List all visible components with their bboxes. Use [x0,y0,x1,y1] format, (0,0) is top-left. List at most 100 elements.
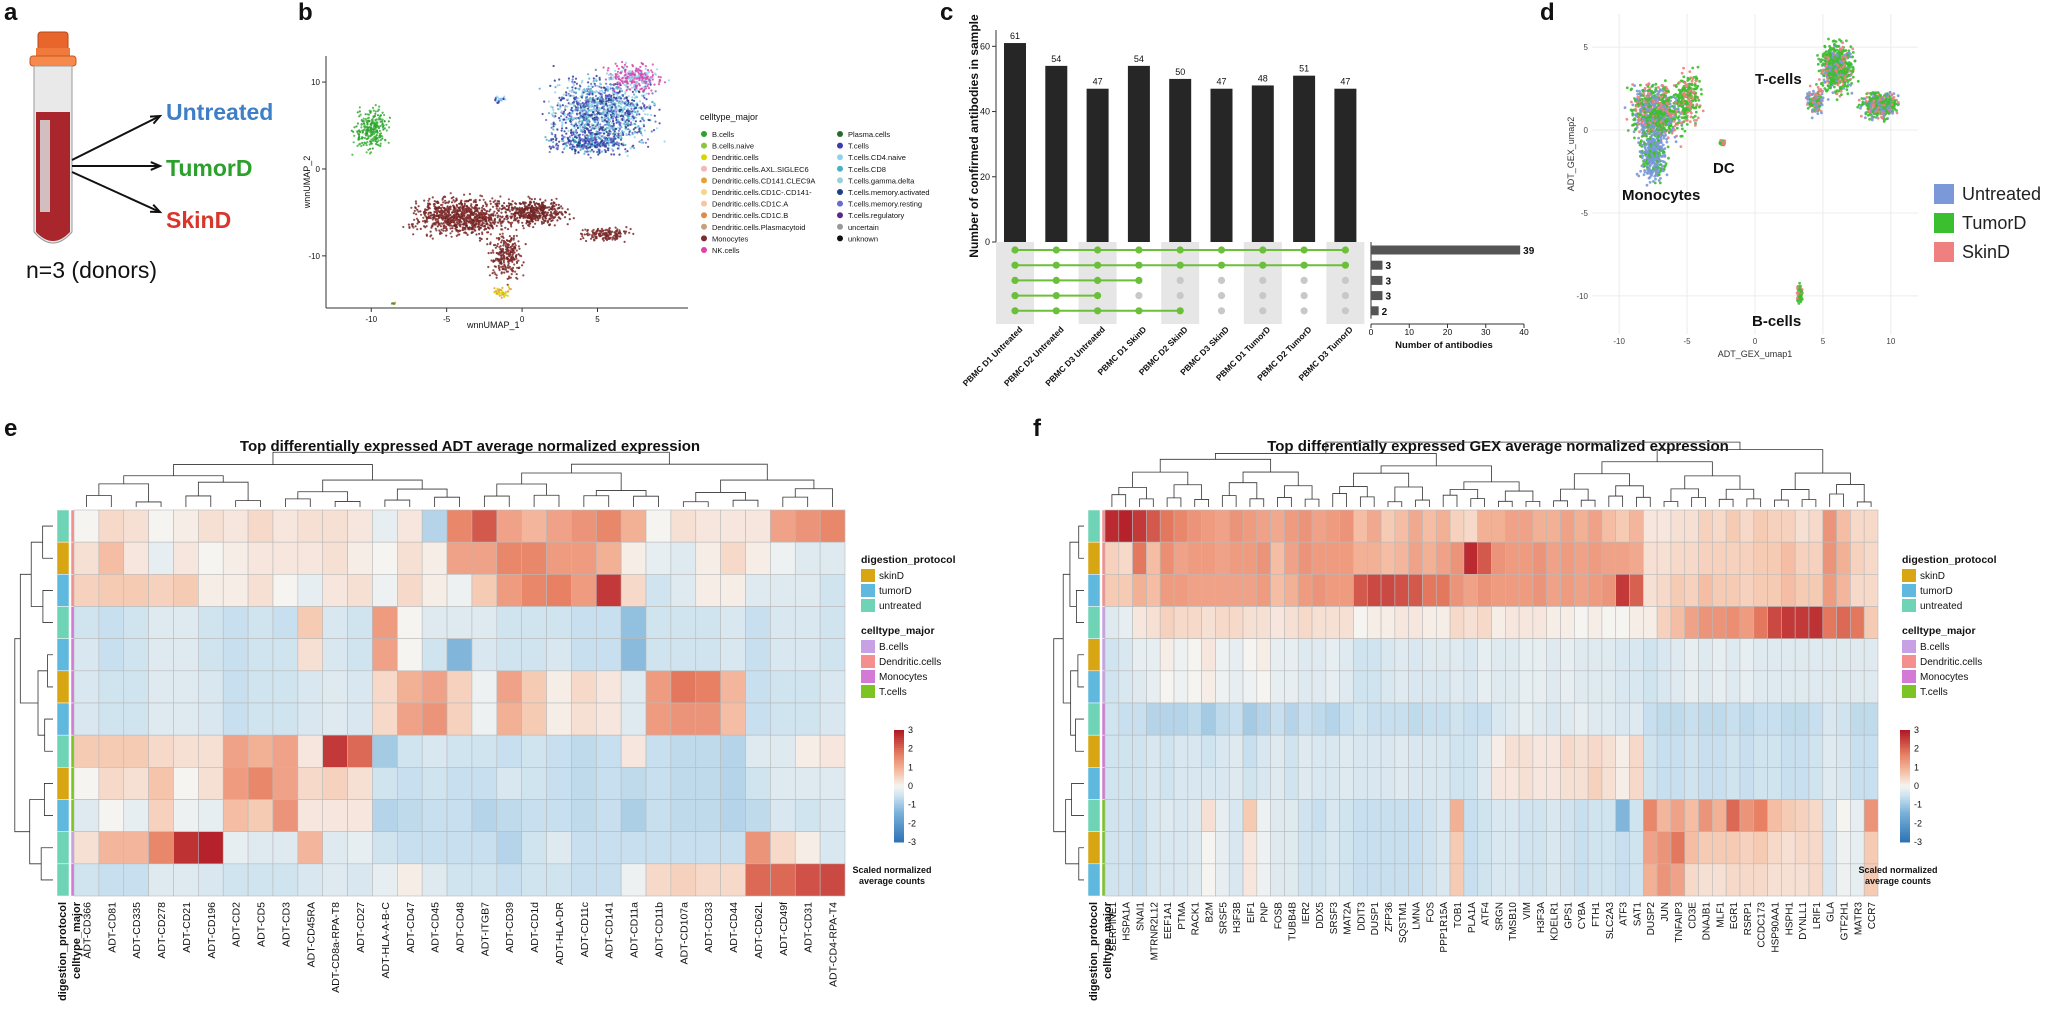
umap-point [598,76,601,79]
umap-point [443,213,446,216]
umap-point [422,216,425,219]
umap-point [607,142,610,145]
umap-point [619,138,623,141]
umap-point [374,110,377,113]
umap-point [416,228,419,231]
umap-point [617,231,620,235]
umap-point [587,109,590,112]
umap-point [556,128,559,131]
umap-point [440,228,443,231]
matrix-dot [1094,307,1102,315]
umap-point [435,229,438,232]
umap-point [451,230,454,233]
arrow-head [149,203,163,214]
umap-point [414,206,417,209]
umap-point [1670,96,1673,99]
umap-point [512,238,515,241]
umap-point [497,259,500,262]
umap-point [644,78,647,81]
umap-point [442,221,445,225]
umap-point [358,135,361,138]
umap-point [517,211,520,214]
umap-point [586,103,590,106]
umap-point [517,253,520,256]
umap-point [500,265,503,268]
umap-point [622,122,625,125]
umap-point [524,243,527,246]
umap-point [582,107,585,110]
umap-point [463,193,466,196]
umap-point [431,196,434,199]
umap-point [461,215,464,218]
umap-point [1641,103,1645,107]
umap-point [362,117,365,120]
umap-point [634,95,637,98]
umap-point [465,224,469,227]
umap-point [470,203,473,206]
umap-point [373,127,377,131]
umap-point [572,217,575,220]
umap-point [502,252,505,256]
umap-point [590,143,593,146]
umap-point [623,97,626,100]
umap-point [550,122,553,126]
umap-point [632,93,636,96]
umap-point [440,203,443,207]
scatter-points [350,60,671,305]
umap-point [466,226,469,229]
umap-point [610,94,613,97]
umap-point [640,94,644,97]
umap-point [1634,113,1637,117]
umap-point [659,76,662,79]
y-tick-label: 5 [1584,43,1589,52]
legend-dot [701,142,707,149]
umap-point [591,141,594,144]
umap-point [1625,117,1629,121]
umap-point [494,265,497,268]
umap-point [460,199,463,202]
umap-point [503,271,506,274]
umap-point [570,146,573,149]
umap-point [595,150,599,154]
panel-letter-b: b [298,0,313,26]
x-tick-label: -5 [443,315,451,324]
umap-point [365,144,368,147]
umap-point [371,120,374,123]
umap-point [379,142,382,145]
umap-point [612,76,615,79]
umap-point [654,120,657,123]
umap-point [608,227,611,230]
matrix-dot [1341,246,1349,254]
umap-point [617,142,621,145]
umap-point [605,100,608,103]
umap-point [631,110,634,113]
umap-point [556,84,559,87]
umap-point [555,203,558,206]
umap-point [358,133,361,136]
umap-point [646,69,650,72]
umap-point [612,84,616,87]
umap-point [598,143,601,147]
umap-point [615,85,618,89]
matrix-dot [1217,246,1226,254]
umap-point [429,211,432,214]
umap-point [437,220,440,223]
umap-point [559,99,563,102]
umap-point [551,214,554,217]
umap-point [1667,131,1671,135]
umap-point [491,197,494,200]
umap-point [464,228,467,231]
umap-point [486,237,489,240]
umap-point [502,259,505,262]
umap-point [582,237,585,240]
umap-point [620,97,623,100]
umap-point [1666,136,1670,140]
umap-point [374,140,377,143]
umap-point [515,228,518,231]
umap-point [523,209,526,212]
umap-point [446,218,449,221]
umap-point [500,296,503,299]
umap-point [604,89,607,92]
umap-point [1638,113,1642,117]
umap-point [572,102,575,105]
